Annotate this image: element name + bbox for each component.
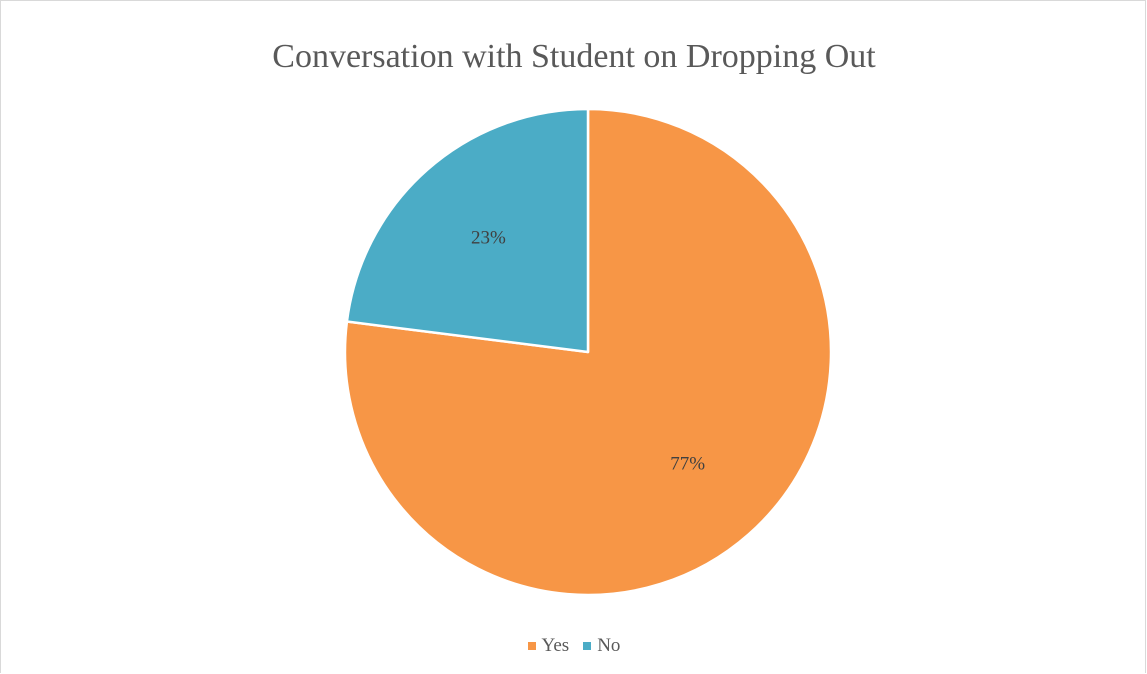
pie-slice-no — [345, 107, 590, 354]
legend-swatch-no — [583, 642, 592, 650]
legend: Yes No — [1, 635, 1147, 657]
chart-title: Conversation with Student on Dropping Ou… — [272, 38, 876, 75]
pie-data-labels: 77% 23% — [471, 227, 705, 474]
legend-item-yes: Yes — [527, 635, 570, 657]
legend-swatch-yes — [527, 642, 536, 650]
pie-slices — [343, 107, 833, 597]
data-label-no: 23% — [471, 227, 506, 248]
legend-label-no: No — [597, 635, 621, 656]
legend-item-no: No — [583, 635, 620, 657]
legend-label-yes: Yes — [541, 635, 570, 656]
data-label-yes: 77% — [670, 453, 705, 474]
